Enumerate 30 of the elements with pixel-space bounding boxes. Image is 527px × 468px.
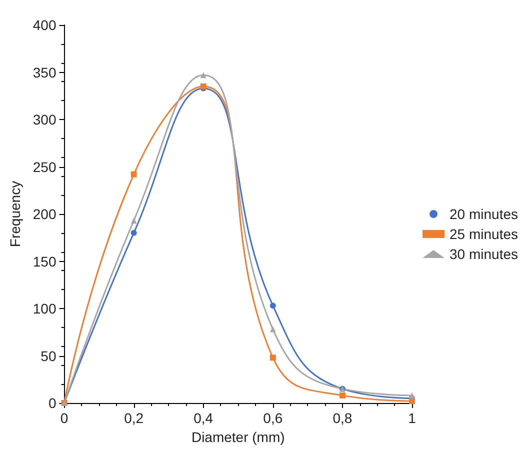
y-tick-label: 100 [32,300,56,316]
y-axis-title: Frequency [7,180,23,248]
point [130,230,137,236]
x-tick-label: 0,8 [332,410,352,426]
point [339,392,346,398]
y-tick-label: 50 [40,348,56,364]
point [270,354,276,361]
x-tick-label: 0,2 [124,410,144,426]
point [130,218,137,224]
y-tick-label: 350 [32,64,56,80]
legend-label: 30 minutes [450,246,518,262]
point [409,392,415,398]
point [409,398,415,404]
y-tick-label: 250 [32,158,56,175]
legend-label: 20 minutes [450,206,518,222]
y-tick-label: 200 [32,206,56,222]
legend-label: 25 minutes [450,226,518,242]
x-tick-label: 0,6 [263,410,283,426]
y-tick-label: 150 [32,253,56,270]
point [270,302,276,309]
x-tick-label: 1 [408,410,416,426]
point [130,171,137,178]
x-tick-label: 0 [60,410,68,426]
y-tick-label: 400 [32,17,56,33]
point [200,72,206,78]
x-tick-label: 0,4 [194,410,214,426]
point [270,326,276,332]
y-tick-label: 300 [32,112,56,128]
x-axis-title: Diameter (mm) [191,428,285,445]
y-tick-label: 0 [48,395,56,411]
